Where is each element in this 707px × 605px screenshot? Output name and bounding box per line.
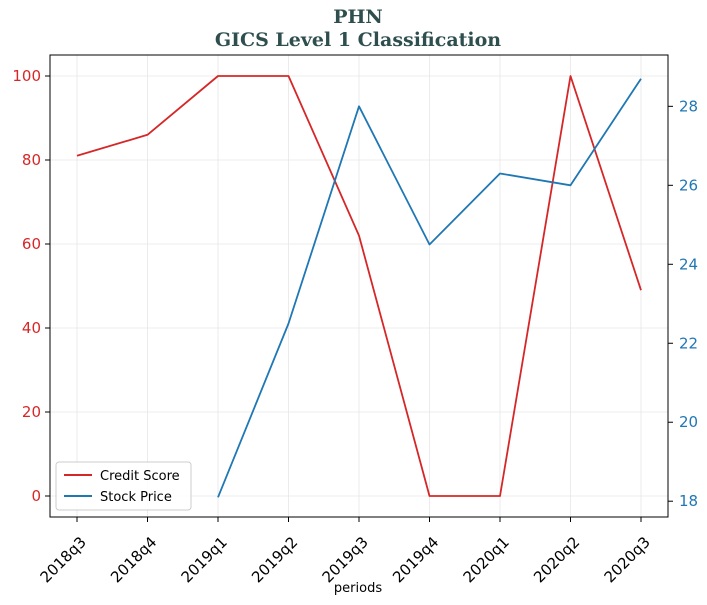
left-tick-label: 60	[22, 235, 41, 253]
right-tick-label: 24	[679, 255, 698, 273]
x-tick-label: 2019q4	[389, 533, 442, 586]
legend[interactable]: Credit Score Stock Price	[55, 461, 192, 511]
legend-label-credit-score: Credit Score	[100, 469, 180, 484]
left-axis: 0 20 40 60 80 100	[12, 67, 50, 505]
x-tick-label: 2020q3	[601, 533, 654, 586]
x-axis: 2018q3 2018q4 2019q1 2019q2 2019q3 2019q4 2020…	[37, 517, 654, 586]
right-tick-label: 18	[679, 492, 698, 510]
left-tick-label: 80	[22, 151, 41, 169]
left-tick-label: 40	[22, 319, 41, 337]
right-tick-label: 20	[679, 413, 698, 431]
right-tick-label: 28	[679, 97, 698, 115]
legend-label-stock-price: Stock Price	[100, 490, 172, 505]
chart-subtitle: GICS Level 1 Classification	[215, 29, 501, 51]
x-tick-label: 2020q2	[530, 533, 583, 586]
x-tick-label: 2020q1	[460, 533, 513, 586]
right-axis: 18 20 22 24 26 28	[668, 97, 698, 510]
chart-title: PHN	[333, 6, 383, 28]
left-tick-label: 100	[12, 67, 41, 85]
right-tick-label: 26	[679, 176, 698, 194]
x-tick-label: 2019q3	[319, 533, 372, 586]
x-tick-label: 2018q3	[37, 533, 90, 586]
left-tick-label: 0	[31, 487, 41, 505]
series-layer	[76, 75, 642, 498]
right-tick-label: 22	[679, 334, 698, 352]
left-tick-label: 20	[22, 403, 41, 421]
grid	[50, 55, 668, 517]
x-tick-label: 2019q1	[178, 533, 231, 586]
x-axis-label: periods	[334, 581, 382, 596]
x-tick-label: 2018q4	[107, 533, 160, 586]
x-tick-label: 2019q2	[248, 533, 301, 586]
